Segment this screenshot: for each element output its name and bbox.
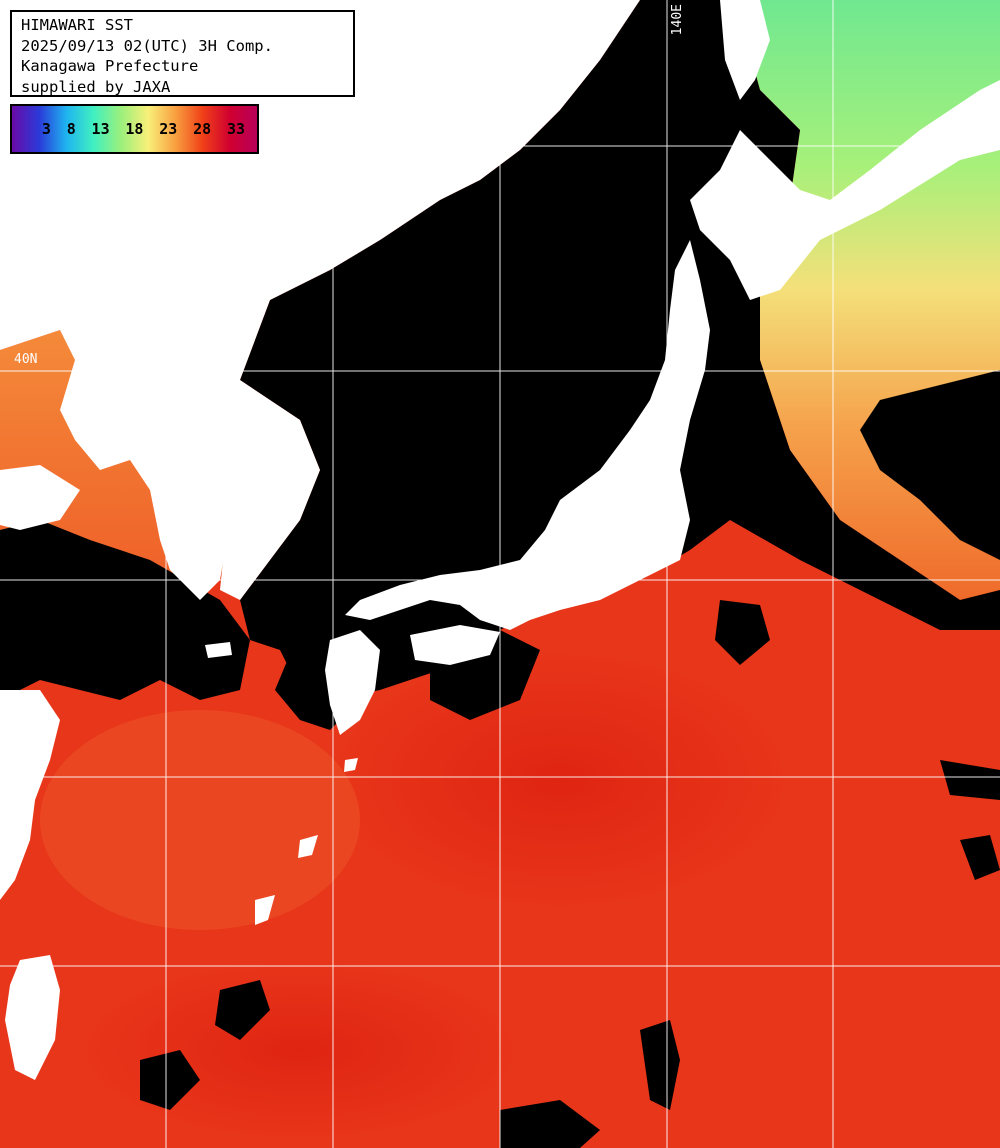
land-sakhalin <box>720 0 770 100</box>
cloud-mask-sw <box>0 520 250 700</box>
cloud-patch <box>215 980 270 1040</box>
timestamp: 2025/09/13 02(UTC) 3H Comp. <box>21 36 273 55</box>
colorbar-ticks: 3 8 13 18 23 28 33 <box>12 106 257 152</box>
cloud-patch <box>140 1050 200 1110</box>
cloud-patch <box>640 1020 680 1110</box>
land-shandong <box>0 465 80 530</box>
cloud-patch <box>940 760 1000 800</box>
colorbar-tick-label: 13 <box>91 120 110 138</box>
credit-line: supplied by JAXA <box>21 77 171 96</box>
cloud-mask-main <box>240 0 1000 700</box>
colorbar-tick-label: 8 <box>66 120 76 138</box>
cloud-patch <box>715 600 770 665</box>
colorbar-tick-label: 33 <box>226 120 246 138</box>
land-honshu <box>345 240 710 630</box>
cloud-patch <box>960 835 1000 880</box>
land-kyushu <box>325 630 380 735</box>
colorbar-tick-label: 28 <box>193 120 212 138</box>
colorbar-tick-label: 18 <box>125 120 144 138</box>
land-taiwan <box>5 955 60 1080</box>
region-name: Kanagawa Prefecture <box>21 57 199 75</box>
land-china-coast <box>0 690 60 900</box>
latitude-label-40n: 40N <box>14 352 38 367</box>
colorbar-tick-label: 3 <box>41 120 51 138</box>
product-title: HIMAWARI SST <box>21 16 133 34</box>
cloud-mask-east <box>860 370 1000 560</box>
temperature-colorbar: 3 8 13 18 23 28 33 <box>10 104 259 154</box>
land-island <box>344 758 358 772</box>
land-korea <box>215 380 320 600</box>
land-hokkaido <box>690 80 1000 300</box>
warm-patch <box>330 650 790 910</box>
land-shikoku <box>410 625 500 665</box>
cloud-patch <box>500 1100 600 1148</box>
orange-patch <box>40 710 360 930</box>
land-island <box>205 642 232 658</box>
title-box: HIMAWARI SST 2025/09/13 02(UTC) 3H Comp.… <box>10 10 355 97</box>
longitude-label-140e: 140E <box>670 4 685 36</box>
land-island <box>255 895 275 925</box>
latitude-label-30n: 30N <box>18 758 42 773</box>
colorbar-tick-label: 23 <box>159 120 178 138</box>
warm-patch <box>80 960 520 1140</box>
land-island <box>298 835 318 858</box>
